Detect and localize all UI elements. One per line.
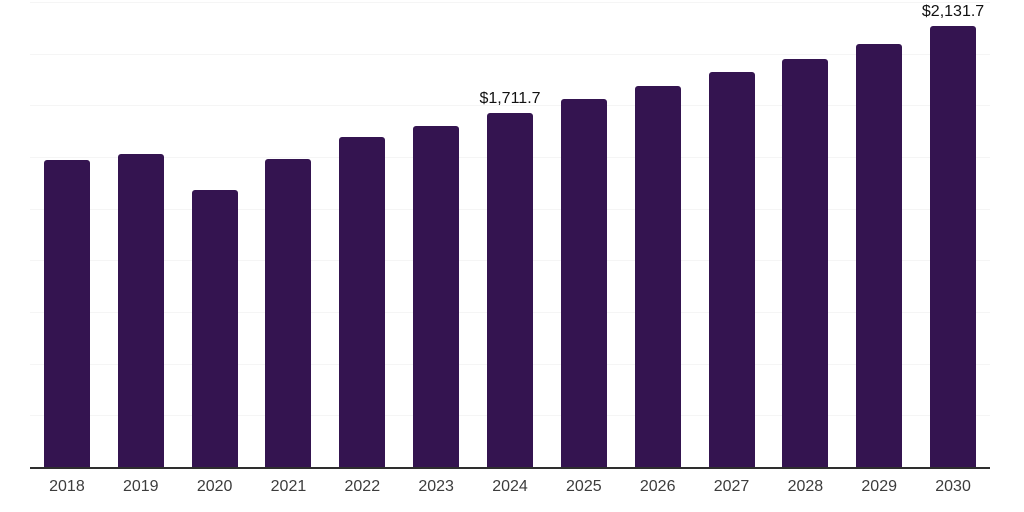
bar-slot-2019 bbox=[104, 0, 178, 467]
bar-2026 bbox=[634, 85, 681, 467]
bar-2021 bbox=[265, 159, 312, 467]
bar-slot-2030: $2,131.7 bbox=[916, 0, 990, 467]
bar-slot-2028 bbox=[768, 0, 842, 467]
x-tick-label-2030: 2030 bbox=[935, 478, 971, 495]
bar-2024 bbox=[486, 113, 533, 467]
x-tick-label-2021: 2021 bbox=[270, 478, 307, 495]
bar-2020 bbox=[191, 190, 238, 467]
bar-slot-2027 bbox=[695, 0, 769, 467]
x-axis-labels: 2018 2019 2020 2021 2022 2023 2024 2025 2026 2027… bbox=[30, 478, 990, 496]
bar-slot-2020 bbox=[178, 0, 252, 467]
bar-2027 bbox=[708, 72, 755, 467]
bar-2019 bbox=[117, 153, 164, 467]
bar-slot-2023 bbox=[399, 0, 473, 467]
x-tick-label-2023: 2023 bbox=[418, 478, 454, 495]
bar-2018 bbox=[43, 160, 90, 467]
bar-slot-2029 bbox=[842, 0, 916, 467]
bar-slot-2021 bbox=[252, 0, 326, 467]
x-tick-label-2026: 2026 bbox=[639, 478, 676, 495]
bar-2030 bbox=[930, 26, 977, 467]
bar-2023 bbox=[413, 126, 460, 467]
bar-slot-2024: $1,711.7 bbox=[473, 0, 547, 467]
x-tick-label-2025: 2025 bbox=[566, 478, 602, 495]
bar-2025 bbox=[560, 99, 607, 467]
gridline-2250 bbox=[30, 2, 990, 3]
bar-slot-2026 bbox=[621, 0, 695, 467]
bar-2028 bbox=[782, 58, 829, 467]
data-label-2030: $2,131.7 bbox=[921, 3, 985, 21]
bar-2029 bbox=[856, 44, 903, 467]
bars-container: $1,711.7 $2,131.7 bbox=[30, 0, 990, 467]
bar-2022 bbox=[339, 137, 386, 467]
x-tick-label-2029: 2029 bbox=[861, 478, 897, 495]
bar-slot-2018 bbox=[30, 0, 104, 467]
gridline-2000 bbox=[30, 53, 990, 55]
data-label-2024: $1,711.7 bbox=[479, 90, 541, 108]
bar-slot-2022 bbox=[325, 0, 399, 467]
x-tick-label-2018: 2018 bbox=[49, 478, 85, 495]
x-tick-label-2027: 2027 bbox=[713, 478, 750, 495]
x-tick-label-2024: 2024 bbox=[492, 478, 528, 495]
bar-slot-2025 bbox=[547, 0, 621, 467]
plot-area: $1,711.7 $2,131.7 bbox=[30, 0, 990, 469]
gridline-1750 bbox=[30, 105, 990, 107]
x-tick-label-2019: 2019 bbox=[122, 478, 159, 495]
x-tick-label-2020: 2020 bbox=[196, 478, 233, 495]
x-tick-label-2028: 2028 bbox=[787, 478, 824, 495]
x-axis-line bbox=[30, 467, 990, 469]
x-tick-label-2022: 2022 bbox=[344, 478, 381, 495]
